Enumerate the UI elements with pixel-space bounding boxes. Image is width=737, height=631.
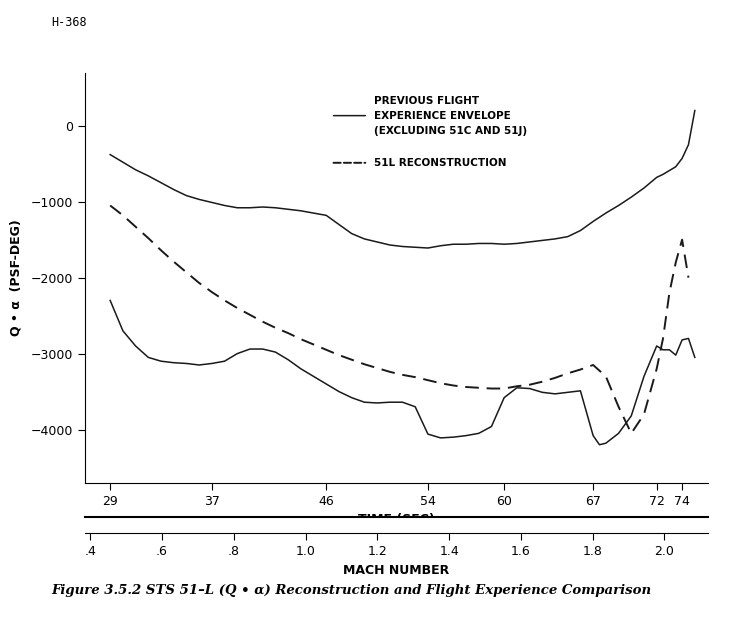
X-axis label: MACH NUMBER: MACH NUMBER xyxy=(343,563,450,577)
Text: H-368: H-368 xyxy=(52,16,87,29)
X-axis label: TIME (SEC): TIME (SEC) xyxy=(357,513,435,526)
Text: (EXCLUDING 51C AND 51J): (EXCLUDING 51C AND 51J) xyxy=(374,126,528,136)
Y-axis label: Q • α  (PSF-DEG): Q • α (PSF-DEG) xyxy=(10,219,22,336)
Text: EXPERIENCE ENVELOPE: EXPERIENCE ENVELOPE xyxy=(374,110,511,121)
Text: 51L RECONSTRUCTION: 51L RECONSTRUCTION xyxy=(374,158,507,168)
Text: PREVIOUS FLIGHT: PREVIOUS FLIGHT xyxy=(374,97,480,106)
Text: Figure 3.5.2 STS 51–L (Q • α) Reconstruction and Flight Experience Comparison: Figure 3.5.2 STS 51–L (Q • α) Reconstruc… xyxy=(52,584,652,597)
